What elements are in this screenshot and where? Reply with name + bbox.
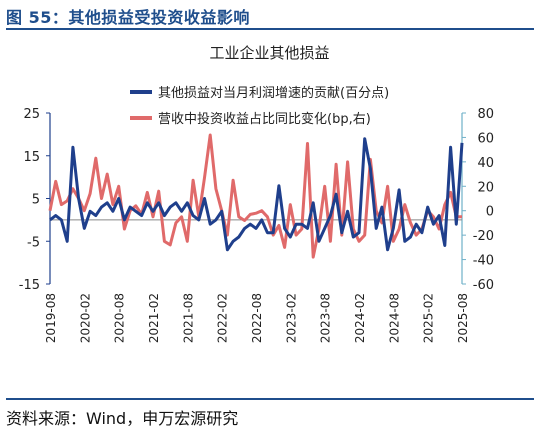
y-right-tick-label: 80 [477,107,494,122]
x-tick-label: 2024-08 [387,293,401,343]
x-tick-label: 2021-08 [181,293,195,343]
series-line-share [48,133,462,259]
y-right-tick-label: -20 [473,229,494,244]
y-right-tick-label: 20 [477,180,494,195]
series-line-contribution [49,137,464,252]
y-left-tick-label: -5 [27,235,40,250]
chart-legend: 其他损益对当月利润增速的贡献(百分点) 营收中投资收益占比同比变化(bp,右) [130,85,389,127]
x-tick-label: 2022-08 [250,293,264,343]
chart-title: 工业企业其他损益 [209,44,330,62]
y-right-tick-label: -40 [473,254,494,269]
x-tick-label: 2020-02 [78,293,92,343]
line-chart: 其他损益对当月利润增速的贡献(百分点) 营收中投资收益占比同比变化(bp,右) … [19,85,494,343]
y-left-tick-label: 15 [23,150,40,165]
x-tick-label: 2025-02 [422,293,436,343]
y-right-tick-label: -60 [473,278,494,293]
x-tick-label: 2020-08 [113,293,127,343]
legend-label-share: 营收中投资收益占比同比变化(bp,右) [158,111,371,127]
y-left-tick-label: -15 [19,278,40,293]
x-tick-label: 2023-08 [319,293,333,343]
y-right-tick-label: 0 [486,205,494,220]
y-left-tick-label: 5 [32,193,40,208]
x-tick-label: 2019-08 [44,293,58,343]
chart-series [48,133,464,259]
x-tick-label: 2024-02 [353,293,367,343]
source-note: 资料来源：Wind，申万宏源研究 [6,409,239,428]
chart-axes: 25 15 5 -5 -15 80 60 40 20 0 -20 -40 -60 [19,107,494,293]
y-right-tick-label: 40 [477,156,494,171]
title-rule [6,28,534,30]
x-axis-ticks: 2019-08 2020-02 2020-08 2021-02 2021-08 2022-… [44,293,470,343]
y-left-tick-label: 25 [23,107,40,122]
x-tick-label: 2021-02 [147,293,161,343]
x-tick-label: 2022-02 [216,293,230,343]
figure-title: 图 55：其他损益受投资收益影响 [6,8,250,27]
x-tick-label: 2023-02 [284,293,298,343]
y-right-tick-label: 60 [477,131,494,146]
legend-label-contribution: 其他损益对当月利润增速的贡献(百分点) [158,85,389,101]
source-rule [6,398,534,400]
x-tick-label: 2025-08 [456,293,470,343]
